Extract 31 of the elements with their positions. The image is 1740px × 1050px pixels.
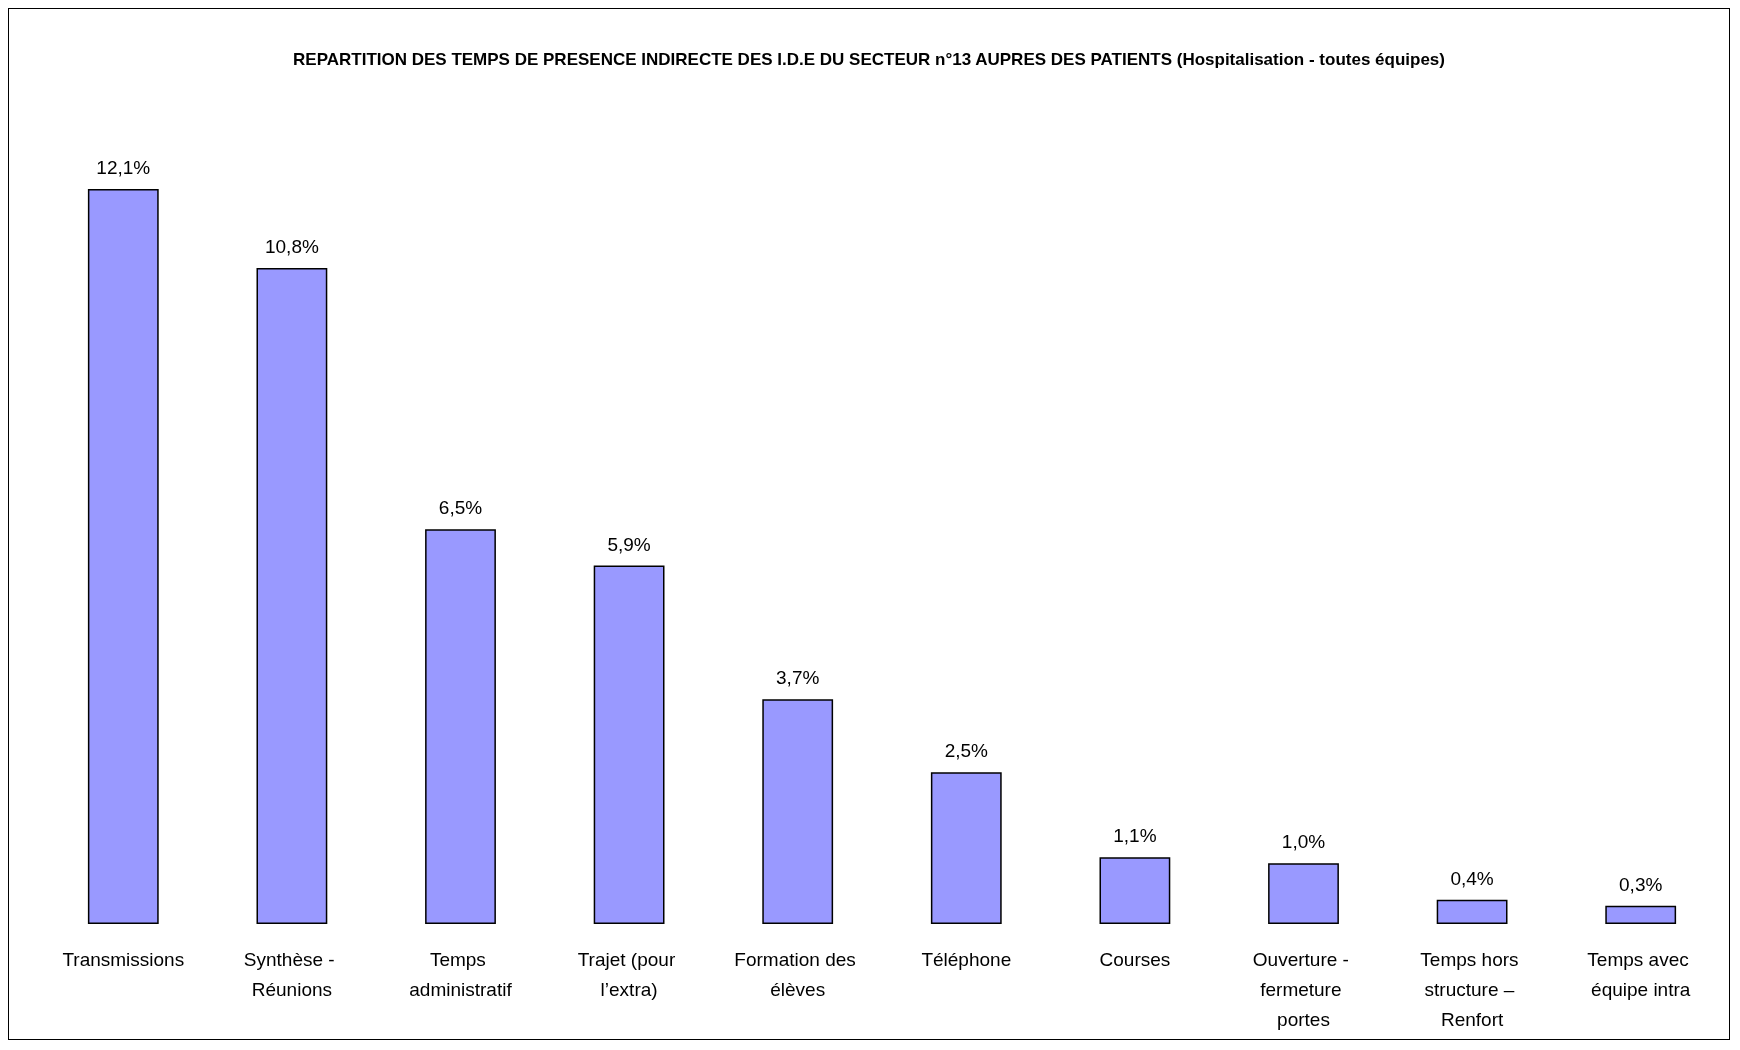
data-label: 3,7% [776,667,820,689]
bar [930,772,1002,924]
x-tick-label: Temps avec équipe intra [1587,948,1695,1000]
data-label: 6,5% [438,497,483,519]
data-label: 10,8% [264,235,319,257]
bar [425,529,496,924]
data-label: 0,4% [1450,867,1494,889]
x-tick-label: Transmissions [62,948,185,970]
bar [87,189,159,924]
bar [1268,863,1339,924]
data-label: 1,1% [1113,825,1157,847]
x-tick-label: Temps administratif [409,948,513,1000]
bar [762,699,834,924]
x-tick-label: Synthèse - Réunions [243,948,340,1000]
data-label: 1,0% [1281,831,1326,853]
x-tick-label: Trajet (pour l’extra) [577,948,681,1000]
bar [256,267,328,924]
x-tick-label: Courses [1099,948,1171,970]
data-label: 12,1% [96,157,151,178]
x-tick-label: Formation des élèves [734,948,862,1000]
x-tick-label: Temps hors structure – Renfort [1420,948,1524,1030]
x-tick-label: Téléphone [921,948,1012,970]
data-label: 0,3% [1619,873,1663,895]
data-label: 2,5% [944,740,989,762]
data-label: 5,9% [607,533,651,555]
chart-title: REPARTITION DES TEMPS DE PRESENCE INDIRECTE DES I.D.E DU SECTEUR n°13 AUPRES DES PATIENTS (Hospitalisation - toutes équipes) [293,49,1445,69]
x-tick-label: Ouverture - fermeture portes [1252,948,1355,1030]
bar [593,565,665,924]
bar [1099,857,1171,924]
bar [1605,905,1677,924]
bar [1436,899,1508,924]
